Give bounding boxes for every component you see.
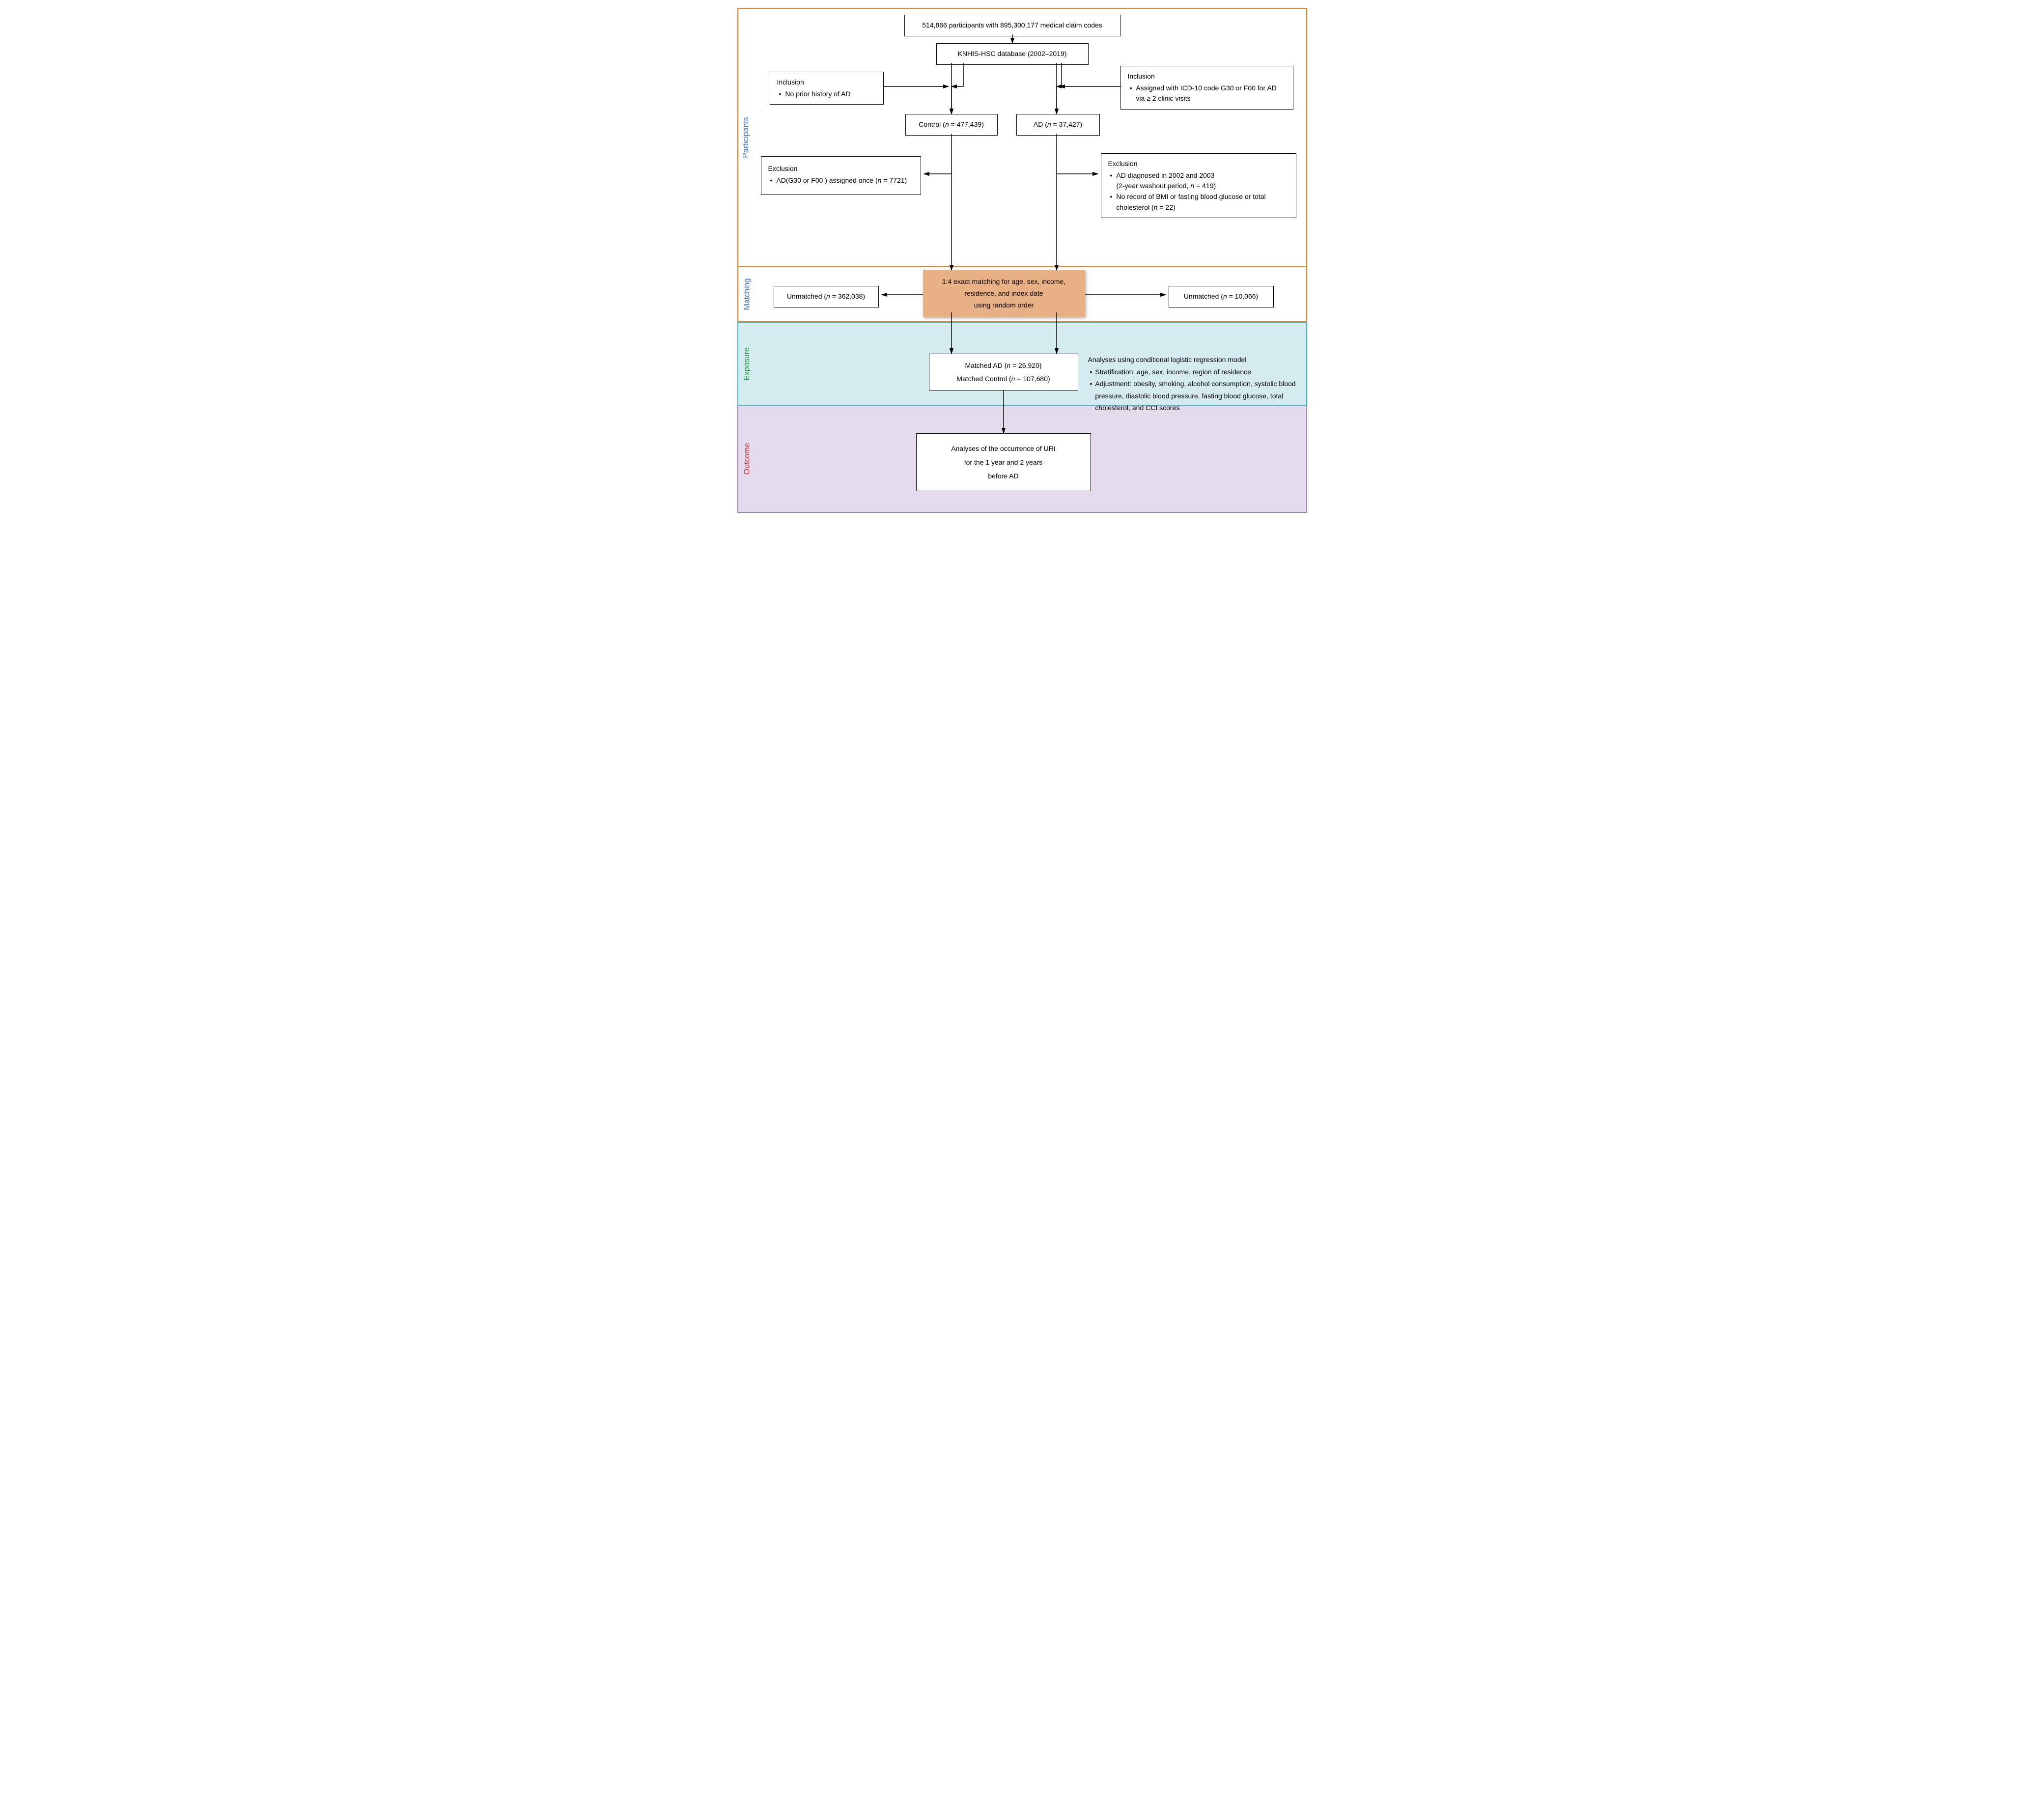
box-matching: 1:4 exact matching for age, sex, income,… xyxy=(923,270,1085,317)
box-database: KNHIS-HSC database (2002–2019) xyxy=(936,43,1089,65)
box-outcome: Analyses of the occurrence of URIfor the… xyxy=(916,433,1091,491)
box-unmatched-left: Unmatched (n = 362,038) xyxy=(774,286,879,307)
section-label-exposure: Exposure xyxy=(742,347,751,381)
box-top-participants: 514,866 participants with 895,300,177 me… xyxy=(904,15,1120,36)
analysis-notes: Analyses using conditional logistic regr… xyxy=(1088,354,1299,414)
box-ad: AD (n = 37,427) xyxy=(1016,114,1100,136)
section-label-participants: Participants xyxy=(741,117,750,158)
box-control: Control (n = 477,439) xyxy=(905,114,998,136)
box-matched: Matched AD (n = 26,920) Matched Control … xyxy=(929,354,1078,390)
box-exclusion-left: Exclusion AD(G30 or F00 ) assigned once … xyxy=(761,156,921,195)
box-inclusion-left: Inclusion No prior history of AD xyxy=(770,72,884,105)
section-label-outcome: Outcome xyxy=(743,443,752,475)
box-exclusion-right: Exclusion AD diagnosed in 2002 and 2003(… xyxy=(1101,153,1296,218)
section-label-matching: Matching xyxy=(743,278,752,310)
box-unmatched-right: Unmatched (n = 10,066) xyxy=(1169,286,1274,307)
flowchart-root: Participants Matching Exposure Outcome 5… xyxy=(737,8,1307,513)
box-inclusion-right: Inclusion Assigned with ICD-10 code G30 … xyxy=(1120,66,1293,110)
